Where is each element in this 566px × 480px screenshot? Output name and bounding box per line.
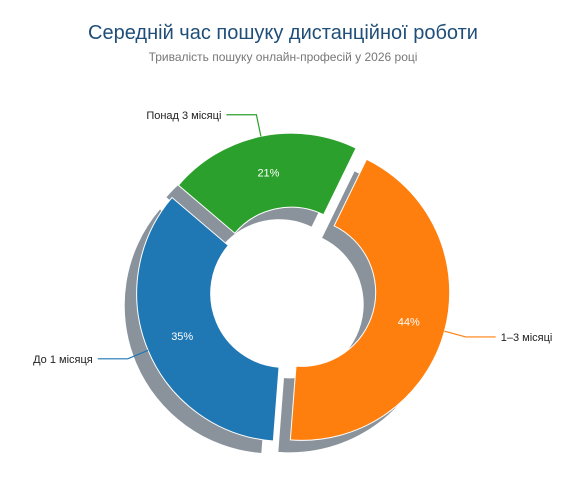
slice-2-value-label: 35% <box>171 331 193 343</box>
slice-1-category-label: 1–3 місяці <box>501 332 553 344</box>
slice-3-value-label: 21% <box>257 168 279 180</box>
slice-2 <box>136 196 280 442</box>
value-labels: 44% 35% 21% <box>171 168 420 344</box>
category-labels: 1–3 місяці До 1 місяця Понад 3 місяці <box>33 110 552 366</box>
chart-subtitle: Тривалість пошуку онлайн-професій у 2026… <box>148 50 418 64</box>
slice-3-category-label: Понад 3 місяці <box>146 110 221 122</box>
slice-3-leader-line <box>226 114 262 137</box>
chart-title: Середній час пошуку дистанційної роботи <box>88 22 478 44</box>
slice-2-leader-line <box>97 349 149 360</box>
slice-2-category-label: До 1 місяця <box>33 354 93 366</box>
slices <box>136 132 451 442</box>
slice-1-leader-line <box>444 330 496 338</box>
slice-3 <box>177 132 357 234</box>
slice-1-value-label: 44% <box>398 316 420 328</box>
leader-lines <box>97 114 496 360</box>
slice-1 <box>289 158 451 441</box>
